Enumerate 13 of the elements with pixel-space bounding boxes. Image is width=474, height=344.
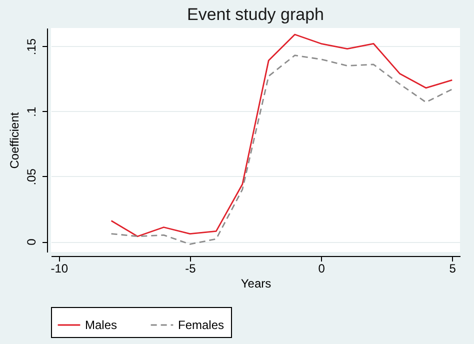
y-axis-title: Coefficient bbox=[8, 112, 22, 169]
y-tick-label: .1 bbox=[24, 106, 38, 117]
x-tick-label: 0 bbox=[318, 262, 326, 276]
legend-label: Females bbox=[178, 318, 224, 332]
chart-title: Event study graph bbox=[186, 5, 324, 24]
x-axis-title: Years bbox=[240, 276, 272, 290]
y-tick-label: .05 bbox=[24, 168, 38, 186]
y-tick-label: .15 bbox=[24, 38, 38, 56]
x-tick-label: 5 bbox=[449, 262, 456, 276]
y-tick-label: 0 bbox=[24, 238, 38, 246]
x-tick-label: -5 bbox=[185, 262, 196, 276]
x-tick-label: -10 bbox=[50, 262, 68, 276]
legend-label: Males bbox=[85, 318, 118, 332]
